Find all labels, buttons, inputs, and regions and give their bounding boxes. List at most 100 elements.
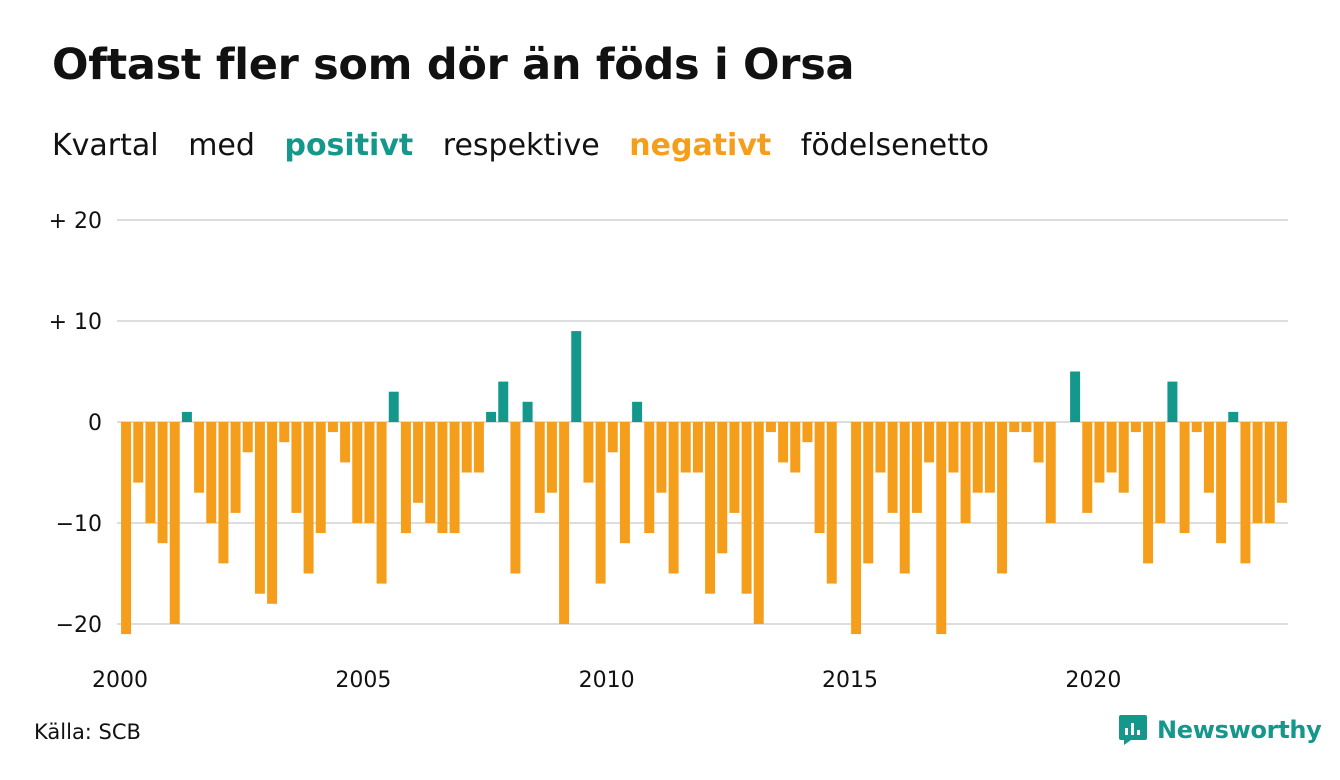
bar-positive <box>1167 381 1178 422</box>
bar-negative <box>121 422 132 635</box>
bar-negative <box>1082 422 1093 513</box>
bar-positive <box>632 401 643 422</box>
bar-negative <box>1264 422 1275 523</box>
bar-negative <box>778 422 789 463</box>
bar-negative <box>887 422 898 513</box>
bar-negative <box>352 422 363 523</box>
bar-negative <box>875 422 886 473</box>
bar-negative <box>559 422 570 624</box>
bar-negative <box>327 422 338 433</box>
bar-positive <box>388 391 399 422</box>
y-tick-label: + 10 <box>49 310 102 335</box>
bar-negative <box>960 422 971 523</box>
bar-positive <box>498 381 509 422</box>
subtitle-word: födelsenetto <box>800 128 989 163</box>
subtitle-positive-label: positivt <box>284 128 414 163</box>
bar-negative <box>595 422 606 584</box>
x-tick-label: 2005 <box>335 668 391 693</box>
bar-negative <box>984 422 995 493</box>
bar-negative <box>936 422 947 635</box>
bar-negative <box>753 422 764 624</box>
bar-negative <box>802 422 813 443</box>
bar-negative <box>1143 422 1154 564</box>
bar-negative <box>291 422 302 513</box>
bar-negative <box>206 422 217 523</box>
bar-negative <box>729 422 740 513</box>
newsworthy-logo: Newsworthy <box>1118 714 1322 746</box>
subtitle-word: Kvartal <box>52 128 159 163</box>
bar-negative <box>242 422 253 453</box>
bar-negative <box>619 422 630 544</box>
bar-negative <box>303 422 314 574</box>
bar-positive <box>181 411 192 422</box>
bar-negative <box>826 422 837 584</box>
bar-negative <box>997 422 1008 574</box>
bar-negative <box>1045 422 1056 523</box>
bar-negative <box>765 422 776 433</box>
bar-negative <box>644 422 655 534</box>
bar-negative <box>1021 422 1032 433</box>
bar-negative <box>814 422 825 534</box>
chart-title: Oftast fler som dör än föds i Orsa <box>52 40 855 90</box>
bar-negative <box>376 422 387 584</box>
bar-negative <box>1216 422 1227 544</box>
bar-negative <box>692 422 703 473</box>
bar-negative <box>1130 422 1141 433</box>
bar-negative <box>157 422 168 544</box>
bar-negative <box>315 422 326 534</box>
bar-positive <box>522 401 533 422</box>
bar-negative <box>1252 422 1263 523</box>
bar-negative <box>546 422 557 493</box>
bar-negative <box>267 422 278 604</box>
bar-negative <box>1009 422 1020 433</box>
bar-negative <box>1155 422 1166 523</box>
bar-negative <box>1203 422 1214 493</box>
bar-negative <box>972 422 983 493</box>
bar-negative <box>425 422 436 523</box>
bar-negative <box>230 422 241 513</box>
newsworthy-logo-icon <box>1119 715 1147 745</box>
bar-negative <box>717 422 728 554</box>
bar-negative <box>218 422 229 564</box>
bar-negative <box>863 422 874 564</box>
bar-negative <box>656 422 667 493</box>
bar-negative <box>340 422 351 463</box>
bar-negative <box>1191 422 1202 433</box>
bar-negative <box>1106 422 1117 473</box>
bar-positive <box>1228 411 1239 422</box>
bar-negative <box>145 422 156 523</box>
bar-negative <box>133 422 144 483</box>
bar-negative <box>449 422 460 534</box>
chart-subtitle: Kvartal med positivt respektive negativt… <box>52 128 1009 163</box>
subtitle-negative-label: negativt <box>629 128 772 163</box>
bar-negative <box>911 422 922 513</box>
subtitle-word: med <box>188 128 255 163</box>
bar-negative <box>1118 422 1129 493</box>
y-tick-label: −20 <box>56 613 102 638</box>
y-tick-label: 0 <box>88 411 102 436</box>
bar-negative <box>1240 422 1251 564</box>
subtitle-word: respektive <box>442 128 600 163</box>
bar-negative <box>851 422 862 635</box>
bar-positive <box>1070 371 1081 422</box>
y-tick-label: + 20 <box>49 209 102 234</box>
source-note: Källa: SCB <box>34 720 141 744</box>
bar-negative <box>279 422 290 443</box>
bar-negative <box>680 422 691 473</box>
bar-negative <box>534 422 545 513</box>
bar-negative <box>1276 422 1287 503</box>
x-tick-label: 2020 <box>1065 668 1121 693</box>
bar-negative <box>705 422 716 594</box>
bar-negative <box>169 422 180 624</box>
bar-negative <box>790 422 801 473</box>
bar-negative <box>437 422 448 534</box>
x-tick-label: 2000 <box>92 668 148 693</box>
bar-negative <box>461 422 472 473</box>
bar-positive <box>571 331 582 422</box>
bar-negative <box>668 422 679 574</box>
bar-negative <box>1179 422 1190 534</box>
brand-name: Newsworthy <box>1157 716 1322 744</box>
x-tick-label: 2010 <box>579 668 635 693</box>
bar-negative <box>194 422 205 493</box>
bar-negative <box>741 422 752 594</box>
